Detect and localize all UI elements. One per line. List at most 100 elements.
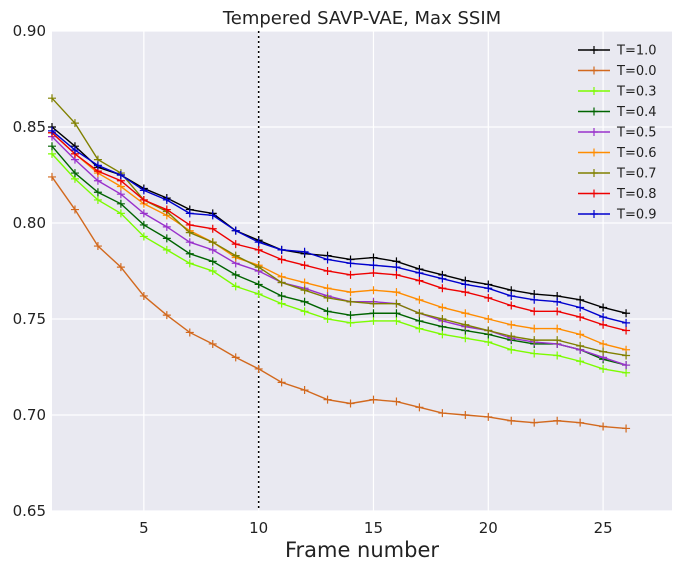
series-line	[51, 132, 627, 332]
series-line	[51, 136, 627, 366]
series-t-0-0	[48, 172, 631, 433]
series-t-0-8	[48, 128, 631, 335]
data-point	[392, 270, 401, 279]
data-point	[346, 270, 355, 279]
legend-label: T=0.8	[616, 187, 657, 202]
data-point	[369, 253, 378, 262]
legend-marker	[590, 66, 598, 75]
data-point	[277, 245, 286, 254]
data-point	[507, 301, 516, 310]
data-point	[231, 251, 240, 260]
legend-marker	[590, 46, 598, 54]
data-point	[576, 330, 585, 339]
data-point	[116, 263, 125, 272]
data-point	[116, 199, 125, 208]
data-point	[576, 303, 585, 312]
data-point	[185, 249, 194, 258]
x-tick-label: 10	[249, 519, 268, 537]
data-point	[231, 353, 240, 362]
data-point	[369, 299, 378, 308]
data-point	[415, 316, 424, 325]
data-point	[323, 284, 332, 293]
data-point	[507, 416, 516, 425]
data-point	[70, 119, 79, 128]
data-point	[208, 238, 217, 247]
data-point	[438, 303, 447, 312]
series-line	[51, 130, 627, 324]
legend-label: T=0.5	[616, 126, 657, 141]
data-point	[622, 351, 631, 360]
legend-label: T=0.6	[616, 146, 657, 161]
data-point	[323, 267, 332, 275]
x-tick-labels: 5 10 15 20 25	[139, 519, 613, 537]
data-point	[116, 190, 125, 199]
data-point	[323, 307, 332, 316]
data-point	[461, 334, 470, 343]
data-point	[300, 278, 309, 287]
data-point	[530, 336, 539, 345]
data-point	[599, 347, 608, 356]
plot-background	[52, 31, 672, 511]
data-point	[599, 303, 608, 312]
data-point	[392, 397, 401, 406]
y-tick-label: 0.90	[13, 22, 46, 40]
data-point	[576, 418, 585, 427]
data-point	[553, 336, 562, 345]
data-point	[139, 209, 148, 218]
data-point	[116, 171, 125, 179]
data-point	[48, 142, 56, 151]
data-point	[576, 341, 585, 350]
legend-item: T=0.5	[578, 126, 657, 141]
data-point	[346, 297, 355, 306]
data-point	[530, 349, 539, 358]
data-point	[300, 297, 309, 306]
data-point	[48, 149, 56, 158]
legend-item: T=0.8	[578, 187, 657, 202]
data-point	[139, 220, 148, 229]
data-point	[93, 176, 102, 185]
legend-marker	[590, 107, 598, 116]
data-point	[231, 282, 240, 291]
data-point	[162, 222, 171, 231]
data-point	[277, 255, 286, 264]
data-point	[622, 424, 631, 433]
data-point	[530, 307, 539, 316]
data-point	[254, 238, 263, 247]
data-point	[70, 169, 79, 178]
data-point	[392, 263, 401, 272]
data-point	[231, 240, 240, 249]
data-point	[162, 311, 171, 320]
data-point	[507, 291, 516, 300]
data-point	[622, 326, 631, 335]
data-point	[277, 378, 286, 387]
legend-item: T=0.9	[578, 208, 657, 223]
data-point	[254, 245, 263, 254]
data-point	[231, 270, 240, 279]
data-point	[507, 332, 516, 341]
data-point	[254, 263, 263, 272]
data-point	[530, 324, 539, 333]
chart-title: Tempered SAVP-VAE, Max SSIM	[222, 8, 501, 29]
data-point	[139, 232, 148, 241]
data-point	[530, 418, 539, 427]
data-point	[392, 288, 401, 297]
data-point	[392, 309, 401, 318]
legend-marker	[590, 128, 598, 136]
y-tick-label: 0.80	[13, 214, 46, 232]
data-point	[48, 94, 56, 103]
data-point	[576, 313, 585, 322]
data-point	[254, 290, 263, 299]
data-point	[300, 307, 309, 316]
data-point	[231, 226, 240, 235]
data-point	[599, 313, 608, 322]
y-tick-label: 0.70	[13, 406, 46, 424]
data-point	[48, 126, 56, 135]
data-point	[323, 315, 332, 323]
data-point	[599, 364, 608, 373]
data-point	[415, 268, 424, 277]
data-point	[599, 339, 608, 348]
data-point	[369, 395, 378, 404]
data-point	[392, 316, 401, 325]
series-group	[48, 94, 631, 433]
data-point	[530, 295, 539, 304]
